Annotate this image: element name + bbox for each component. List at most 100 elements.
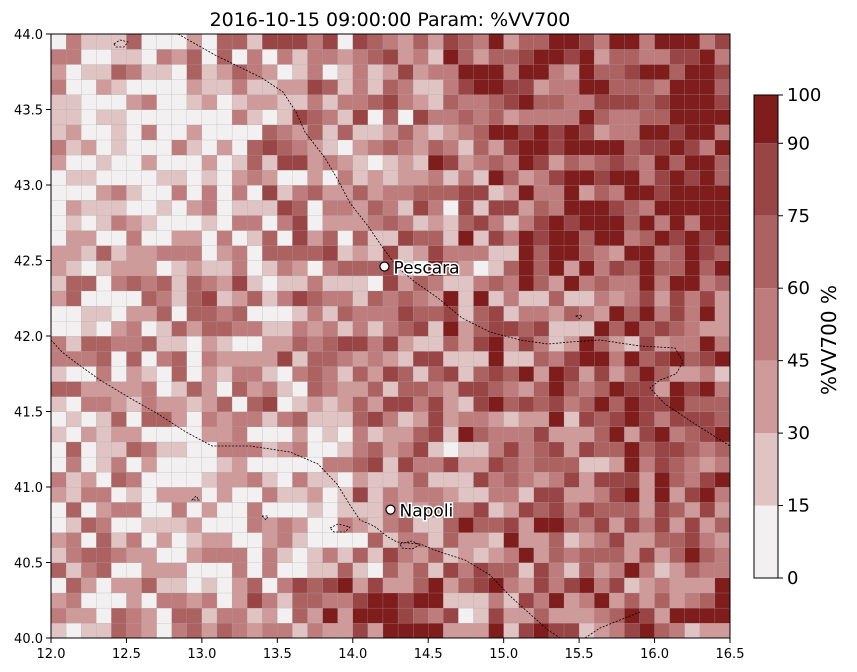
heatmap-cell xyxy=(624,381,640,397)
heatmap-cell xyxy=(563,562,580,579)
heatmap-cell xyxy=(518,622,535,638)
heatmap-cell xyxy=(669,501,686,518)
heatmap-cell xyxy=(443,48,459,65)
heatmap-cell xyxy=(578,169,595,186)
heatmap-cell xyxy=(624,366,640,382)
heatmap-cell xyxy=(563,169,580,186)
heatmap-cell xyxy=(488,411,505,428)
heatmap-cell xyxy=(322,64,339,80)
heatmap-cell xyxy=(488,64,505,80)
heatmap-cell xyxy=(578,245,595,261)
heatmap-cell xyxy=(518,547,535,563)
heatmap-cell xyxy=(216,305,233,322)
heatmap-cell xyxy=(307,441,324,458)
heatmap-cell xyxy=(216,562,233,579)
heatmap-cell xyxy=(594,154,610,171)
heatmap-cell xyxy=(518,501,535,518)
heatmap-cell xyxy=(397,411,414,428)
heatmap-cell xyxy=(307,109,324,126)
heatmap-cell xyxy=(352,94,369,110)
heatmap-cell xyxy=(488,396,505,412)
heatmap-cell xyxy=(277,169,293,186)
heatmap-cell xyxy=(352,486,369,503)
heatmap-cell xyxy=(247,275,263,292)
heatmap-cell xyxy=(518,486,535,503)
heatmap-cell xyxy=(503,486,520,503)
heatmap-cell xyxy=(126,139,142,156)
heatmap-cell xyxy=(473,139,490,156)
heatmap-cell xyxy=(367,411,384,428)
heatmap-cell xyxy=(141,471,158,488)
heatmap-cell xyxy=(186,64,203,80)
heatmap-cell xyxy=(201,577,218,594)
heatmap-cell xyxy=(413,607,429,624)
heatmap-cell xyxy=(322,169,339,186)
heatmap-cell xyxy=(397,48,414,65)
heatmap-cell xyxy=(322,154,339,171)
heatmap-cell xyxy=(578,48,595,65)
heatmap-cell xyxy=(397,471,414,488)
heatmap-cell xyxy=(51,94,67,110)
heatmap-cell xyxy=(609,305,625,322)
heatmap-cell xyxy=(352,169,369,186)
heatmap-cell xyxy=(171,184,188,201)
heatmap-cell xyxy=(352,290,369,307)
heatmap-cell xyxy=(624,290,640,307)
heatmap-cell xyxy=(563,577,580,594)
heatmap-cell xyxy=(352,411,369,428)
heatmap-cell xyxy=(51,245,67,261)
colorbar-tick-label: 0 xyxy=(787,568,798,589)
heatmap-cell xyxy=(684,215,701,231)
heatmap-cell xyxy=(669,396,686,412)
heatmap-cell xyxy=(141,622,158,638)
heatmap-cell xyxy=(609,577,625,594)
heatmap-cell xyxy=(277,245,293,261)
heatmap-cell xyxy=(156,335,173,352)
heatmap-cell xyxy=(382,592,399,609)
heatmap-cell xyxy=(382,94,399,110)
heatmap-cell xyxy=(714,94,730,110)
heatmap-cell xyxy=(307,471,324,488)
heatmap-cell xyxy=(639,471,655,488)
heatmap-cell xyxy=(65,335,82,352)
heatmap-cell xyxy=(126,260,142,277)
heatmap-cell xyxy=(81,547,97,563)
heatmap-cell xyxy=(156,275,173,292)
heatmap-cell xyxy=(231,34,248,50)
heatmap-cell xyxy=(473,245,490,261)
heatmap-cell xyxy=(518,169,535,186)
heatmap-cell xyxy=(126,350,142,367)
heatmap-cell xyxy=(352,245,369,261)
heatmap-cell xyxy=(639,486,655,503)
heatmap-cell xyxy=(307,139,324,156)
heatmap-cell xyxy=(548,592,565,609)
heatmap-cell xyxy=(156,517,173,533)
heatmap-cell xyxy=(397,139,414,156)
heatmap-cell xyxy=(81,532,97,548)
heatmap-cell xyxy=(473,275,490,292)
heatmap-cell xyxy=(277,290,293,307)
heatmap-cell xyxy=(81,260,97,277)
heatmap-cell xyxy=(714,577,730,594)
heatmap-cell xyxy=(548,335,565,352)
heatmap-cell xyxy=(413,622,429,638)
heatmap-cell xyxy=(443,215,459,231)
heatmap-cell xyxy=(503,577,520,594)
heatmap-cell xyxy=(684,532,701,548)
heatmap-cell xyxy=(201,411,218,428)
heatmap-cell xyxy=(624,245,640,261)
heatmap-cell xyxy=(126,547,142,563)
heatmap-cell xyxy=(533,381,550,397)
heatmap-cell xyxy=(126,396,142,412)
heatmap-cell xyxy=(397,230,414,246)
heatmap-cell xyxy=(96,64,112,80)
heatmap-cell xyxy=(201,245,218,261)
heatmap-cell xyxy=(654,471,671,488)
heatmap-cell xyxy=(413,441,429,458)
heatmap-cell xyxy=(458,305,474,322)
heatmap-cell xyxy=(684,622,701,638)
heatmap-cell xyxy=(65,154,82,171)
heatmap-cell xyxy=(65,260,82,277)
